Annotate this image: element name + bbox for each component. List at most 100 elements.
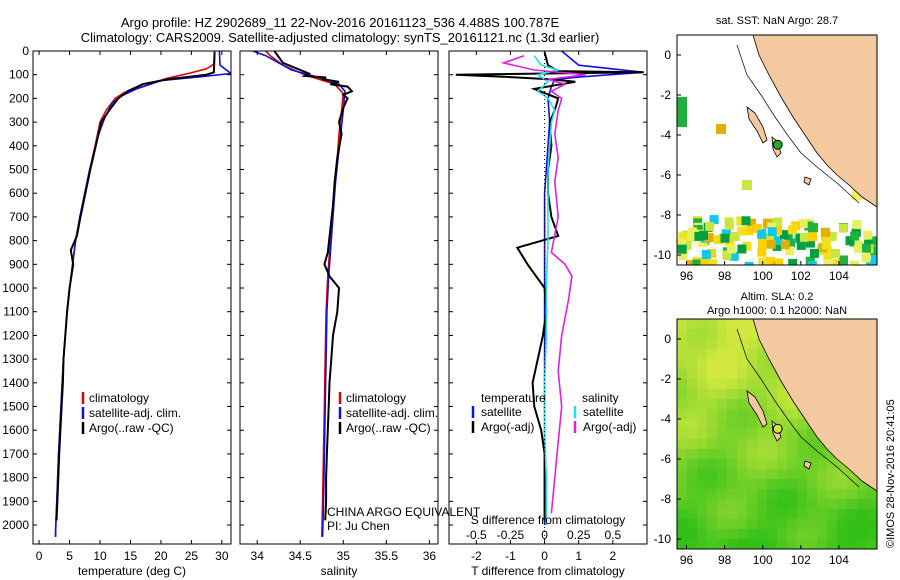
- temperature-xtick-label: 25: [185, 549, 199, 563]
- sla-pixel: [867, 489, 877, 499]
- sst-pixel: [824, 259, 833, 265]
- depth-tick-label: 0: [22, 44, 29, 58]
- sla-pixel: [737, 319, 747, 329]
- sla-pixel: [767, 489, 777, 499]
- sla-pixel: [747, 379, 757, 389]
- sla-pixel: [797, 539, 807, 549]
- sst-pixel: [786, 238, 796, 248]
- sla-pixel: [727, 479, 737, 489]
- sla-pixel: [727, 539, 737, 549]
- depth-tick-label: 100: [9, 68, 29, 82]
- sst-pixel: [796, 240, 806, 250]
- sla-pixel: [697, 379, 707, 389]
- siberut-island-sla: [746, 390, 768, 428]
- sla-pixel: [737, 359, 747, 369]
- sst-pixel: [693, 225, 703, 235]
- sla-pixel: [787, 399, 797, 409]
- temperature-xtick-label: 20: [154, 549, 168, 563]
- difference-series-2: [533, 55, 559, 525]
- sst-pixel: [763, 257, 773, 265]
- sla-pixel: [827, 529, 837, 539]
- salinity-difference-tick-label: -0.5: [466, 528, 487, 542]
- sla-pixel: [697, 339, 707, 349]
- sst-pixel: [686, 260, 696, 265]
- sla-land: [736, 319, 877, 492]
- sla-pixel: [737, 349, 747, 359]
- legend-label: satellite: [583, 405, 624, 419]
- sla-pixel: [717, 379, 727, 389]
- sla-map-title: Altim. SLA: 0.2: [741, 291, 814, 303]
- sst-pixel: [863, 230, 873, 240]
- temperature-xtick-label: 5: [66, 549, 73, 563]
- sst-pixel: [767, 227, 777, 237]
- sla-pixel: [817, 539, 827, 549]
- temperature-xtick-label: 0: [36, 549, 43, 563]
- sst-lat-tick-label: -10: [654, 248, 672, 262]
- sla-pixel: [797, 499, 807, 509]
- sla-pixel: [817, 439, 827, 449]
- sla-pixel: [777, 389, 787, 399]
- depth-tick-label: 2000: [2, 518, 29, 532]
- sst-pixel: [758, 238, 768, 248]
- float-owner-annotation: CHINA ARGO EQUIVALENT: [327, 505, 481, 519]
- sla-pixel: [717, 459, 727, 469]
- sla-pixel: [717, 319, 727, 329]
- sla-pixel: [727, 429, 737, 439]
- sst-pixel: [700, 258, 710, 265]
- sst-pixel: [788, 258, 798, 265]
- sla-pixel: [827, 469, 837, 479]
- sla-pixel: [837, 479, 847, 489]
- sla-pixel: [817, 449, 827, 459]
- sla-pixel: [817, 499, 827, 509]
- salinity-series-1: [252, 51, 346, 537]
- sst-pixel: [762, 233, 772, 243]
- sst-pixel: [871, 255, 877, 265]
- sla-pixel: [847, 519, 857, 529]
- sla-pixel: [857, 529, 867, 539]
- difference-top-label: S difference from climatology: [471, 513, 626, 527]
- sst-pixel: [849, 260, 859, 265]
- sst-pixel: [704, 233, 714, 243]
- sst-pixel: [708, 259, 718, 265]
- sla-pixel: [737, 409, 747, 419]
- sla-pixel: [777, 419, 787, 429]
- salinity-series-0: [265, 51, 345, 537]
- sla-pixel: [677, 509, 687, 519]
- sst-pixel: [808, 232, 817, 242]
- sla-pixel: [677, 489, 687, 499]
- sla-pixel: [737, 519, 747, 529]
- legend-title-temperature: temperature: [481, 391, 546, 405]
- salinity-xtick-label: 34: [251, 549, 265, 563]
- sla-pixel: [747, 319, 757, 329]
- sst-pixel: [677, 97, 687, 127]
- sla-pixel: [727, 509, 737, 519]
- sla-pixel: [787, 529, 797, 539]
- sla-pixel: [687, 459, 697, 469]
- sla-pixel: [677, 439, 687, 449]
- sla-pixel: [697, 389, 707, 399]
- sst-pixel: [699, 230, 708, 240]
- sla-pixel: [757, 449, 767, 459]
- sst-pixel: [713, 235, 723, 245]
- sla-pixel: [777, 509, 787, 519]
- depth-tick-label: 500: [9, 163, 29, 177]
- sst-pixel: [724, 220, 734, 230]
- sst-pixel: [780, 240, 790, 250]
- sla-pixel: [717, 479, 727, 489]
- sst-pixel: [692, 259, 702, 265]
- sla-pixel: [677, 389, 687, 399]
- sla-pixel: [847, 479, 857, 489]
- sst-pixel: [707, 248, 717, 258]
- sst-pixel: [736, 216, 746, 226]
- sla-pixel: [757, 489, 767, 499]
- temperature-xtick-label: 30: [215, 549, 229, 563]
- sla-pixel: [707, 389, 717, 399]
- sla-map-subtitle: Argo h1000: 0.1 h2000: NaN: [707, 305, 847, 317]
- sla-pixel: [787, 509, 797, 519]
- sst-pixel: [701, 250, 711, 259]
- difference-xtick-label: 2: [610, 549, 617, 563]
- sla-pixel: [747, 489, 757, 499]
- sla-pixel: [847, 509, 857, 519]
- sst-pixel: [788, 225, 797, 235]
- sla-pixel: [767, 509, 777, 519]
